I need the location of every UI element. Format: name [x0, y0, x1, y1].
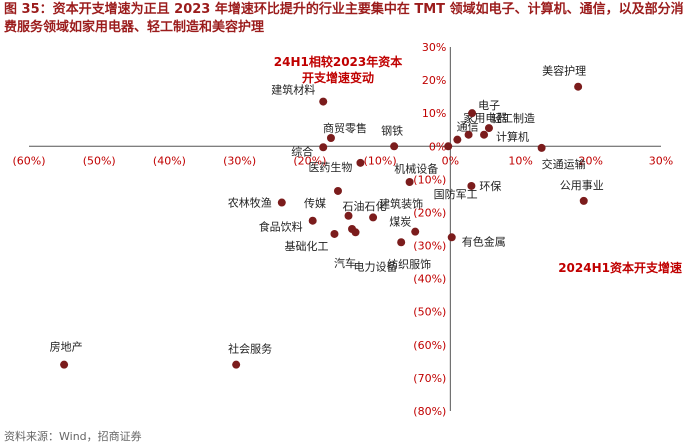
- data-point: [484, 124, 493, 133]
- data-point: [319, 97, 328, 106]
- y-tick-label: 0%: [429, 140, 446, 153]
- point-label: 通信: [457, 121, 479, 134]
- x-tick-label: 0%: [442, 154, 459, 167]
- point-label: 农林牧渔: [228, 196, 272, 210]
- y-tick-label: (80%): [413, 405, 446, 418]
- x-tick-label: 20%: [579, 154, 603, 167]
- data-point: [333, 186, 342, 195]
- point-label: 基础化工: [284, 239, 328, 253]
- x-tick-label: (50%): [83, 154, 116, 167]
- axes: [29, 47, 661, 411]
- data-point: [344, 211, 353, 220]
- point-label: 商贸零售: [323, 121, 367, 135]
- y-axis-label-line2: 开支增速变动: [302, 70, 374, 85]
- data-point: [411, 227, 420, 236]
- x-tick-label: (60%): [12, 154, 45, 167]
- data-point: [60, 360, 69, 369]
- point-label: 社会服务: [228, 342, 272, 356]
- data-point: [453, 135, 462, 144]
- x-tick-label: (30%): [223, 154, 256, 167]
- data-point: [277, 198, 286, 207]
- y-tick-label: 30%: [422, 41, 446, 54]
- y-tick-label: 10%: [422, 107, 446, 120]
- data-point: [369, 213, 378, 222]
- data-point: [447, 233, 456, 242]
- data-point: [308, 216, 317, 225]
- data-point: [351, 228, 360, 237]
- point-label: 美容护理: [542, 64, 586, 78]
- data-point: [356, 158, 365, 167]
- tick-labels: (60%) (50%) (40%) (30%) (20%) (10%) 0% 10% 20% 30…: [12, 41, 673, 418]
- y-tick-label: (70%): [413, 372, 446, 385]
- point-label: 电力设备: [354, 259, 398, 273]
- point-label: 机械设备: [394, 161, 438, 175]
- x-tick-label: 30%: [649, 154, 673, 167]
- point-label: 有色金属: [462, 234, 506, 248]
- source-note: 资料来源：Wind，招商证券: [4, 430, 142, 443]
- point-label: 煤炭: [389, 216, 411, 229]
- y-tick-label: (10%): [413, 173, 446, 186]
- y-tick-label: (30%): [413, 240, 446, 253]
- point-label: 纺织服饰: [387, 257, 431, 271]
- point-label: 综合: [291, 144, 313, 158]
- point-label: 汽车: [334, 256, 356, 270]
- figure-title: 图 35：资本开支增速为正且 2023 年增速环比提升的行业主要集中在 TMT …: [4, 2, 684, 35]
- y-tick-label: (40%): [413, 273, 446, 286]
- point-label: 计算机: [496, 130, 529, 144]
- data-point: [330, 229, 339, 238]
- point-label: 传媒: [304, 197, 326, 210]
- y-tick-label: (20%): [413, 206, 446, 219]
- x-tick-label: (40%): [153, 154, 186, 167]
- data-point: [468, 109, 477, 118]
- data-point: [464, 130, 473, 139]
- data-point: [326, 134, 335, 142]
- point-label: 石油石化: [343, 199, 387, 213]
- data-point: [537, 143, 546, 152]
- y-axis-label-line1: 24H1相较2023年资本: [274, 54, 403, 69]
- point-label: 电子: [478, 99, 500, 112]
- point-label: 国防军工: [434, 187, 478, 201]
- data-point: [467, 181, 476, 190]
- data-point: [480, 130, 489, 139]
- x-tick-label: (20%): [293, 154, 326, 167]
- data-point: [574, 82, 583, 91]
- x-tick-label: (10%): [364, 154, 397, 167]
- point-label: 环保: [479, 179, 501, 193]
- point-label: 建筑装饰: [379, 196, 423, 210]
- point-label: 房地产: [50, 340, 83, 354]
- point-label: 医药生物: [308, 160, 352, 174]
- point-label: 建筑材料: [271, 83, 315, 97]
- x-axis-label: 2024H1资本开支增速: [558, 260, 682, 275]
- point-label: 食品饮料: [259, 220, 303, 234]
- data-point: [405, 178, 414, 187]
- data-point: [319, 143, 328, 152]
- data-point: [397, 238, 406, 247]
- data-point: [444, 142, 453, 151]
- data-point: [579, 196, 588, 205]
- y-tick-label: 20%: [422, 74, 446, 87]
- data-point: [232, 360, 241, 369]
- point-label: 公用事业: [560, 179, 604, 192]
- point-label: 交通运输: [542, 157, 586, 171]
- y-tick-label: (50%): [413, 306, 446, 319]
- point-label: 轻工制造: [491, 111, 535, 125]
- y-tick-label: (60%): [413, 339, 446, 352]
- x-tick-label: 10%: [508, 154, 532, 167]
- data-point: [390, 142, 399, 151]
- point-label: 钢铁: [381, 124, 403, 137]
